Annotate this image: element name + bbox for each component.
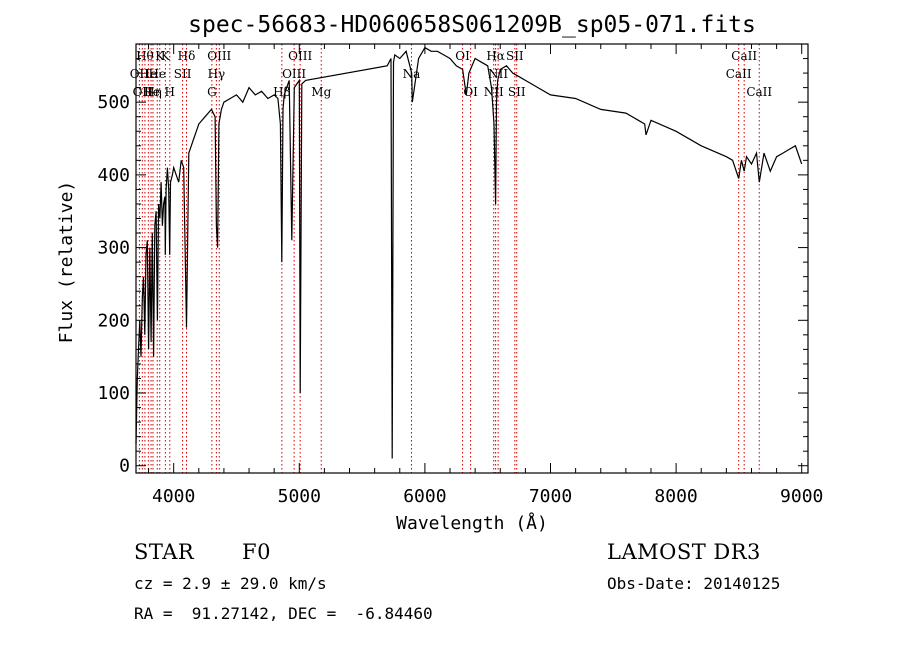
y-tick-label: 0 <box>119 456 130 477</box>
x-tick-label: 5000 <box>278 486 321 507</box>
coordinates-text: RA = 91.27142, DEC = -6.84460 <box>134 604 433 623</box>
spectral-line-label: Hδ <box>178 49 196 63</box>
spectral-line-label: He <box>148 67 166 81</box>
spectral-line-labels: OIIOIIHθHeHeHηHeKKHSIIHδGHγOIIIHβOIIIOII… <box>130 49 773 99</box>
y-axis-label: Flux (relative) <box>56 181 77 344</box>
spectral-line-label: OII <box>133 85 153 99</box>
x-tick-label: 6000 <box>403 486 446 507</box>
y-tick-label: 100 <box>97 383 130 404</box>
x-axis-label: Wavelength (Å) <box>396 512 548 534</box>
spectral-line-label: K <box>161 49 171 63</box>
spectral-line-label: OIII <box>282 67 306 81</box>
y-tick-label: 400 <box>97 165 130 186</box>
spectral-line-label: SII <box>174 67 192 81</box>
x-tick-label: 7000 <box>529 486 572 507</box>
redshift-text: cz = 2.9 ± 29.0 km/s <box>134 574 327 593</box>
y-tick-label: 200 <box>97 310 130 331</box>
object-subclass: F0 <box>242 540 271 564</box>
spectral-line-label: Hγ <box>208 67 226 81</box>
x-tick-label: 8000 <box>654 486 697 507</box>
spectral-line-label: NII <box>484 85 504 99</box>
spectral-line-label: SII <box>506 49 524 63</box>
chart-title: spec-56683-HD060658S061209B_sp05-071.fit… <box>188 12 756 38</box>
spectral-line-label: CaII <box>726 67 752 81</box>
object-class: STAR <box>134 540 195 564</box>
plot-frame <box>135 43 809 474</box>
survey-name: LAMOST DR3 <box>607 540 761 564</box>
spectral-line-label: OIII <box>288 49 312 63</box>
spectral-line-label: OIII <box>207 49 231 63</box>
spectral-line-label: OII <box>130 67 150 81</box>
spectral-line-label: Hη <box>144 85 162 99</box>
spectral-line-label: Mg <box>311 85 331 99</box>
spectral-line-label: SII <box>508 85 526 99</box>
spectral-line-markers <box>138 44 760 473</box>
y-tick-label: 300 <box>97 238 130 259</box>
axis-ticks: 4000 5000 6000 7000 8000 9000 0 100 200 300 400 500 <box>97 44 823 507</box>
spectral-line-label: Hα <box>486 49 505 63</box>
x-tick-label: 9000 <box>780 486 823 507</box>
spectral-line-label: OI <box>455 49 470 63</box>
spectral-line-label: CaII <box>746 85 772 99</box>
spectral-line-label: NII <box>488 67 508 81</box>
spectral-line-label: K <box>155 49 165 63</box>
spectral-line-label: Hθ <box>136 49 154 63</box>
x-tick-label: 4000 <box>152 486 195 507</box>
obs-date-text: Obs-Date: 20140125 <box>607 574 781 593</box>
spectral-line-label: He <box>140 67 158 81</box>
spectral-line-label: He <box>142 85 160 99</box>
spectral-line-label: G <box>207 85 217 99</box>
spectral-line-label: H <box>165 85 175 99</box>
y-tick-label: 500 <box>97 92 130 113</box>
spectral-line-label: CaII <box>731 49 757 63</box>
spectrum-line <box>135 46 803 459</box>
